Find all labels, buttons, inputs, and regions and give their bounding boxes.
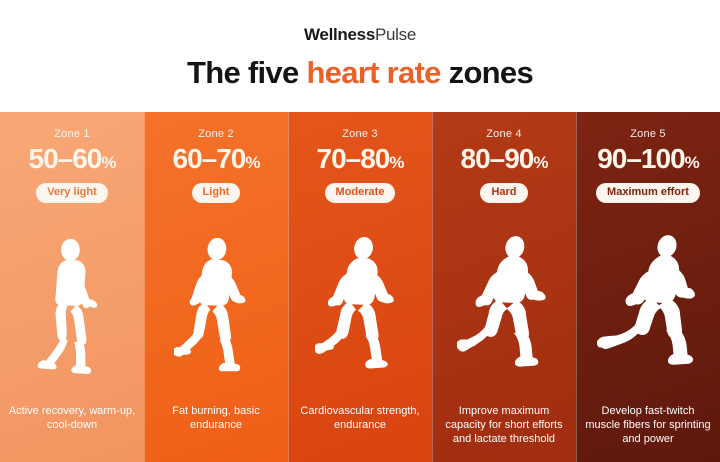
brand-name-light: Pulse (374, 25, 417, 44)
zone-description: Fat burning, basic endurance (172, 405, 260, 432)
intensity-badge: Moderate (324, 183, 396, 204)
zone-panel-3: Zone 3 70–80% Moderate (288, 112, 432, 462)
zone-panel-5: Zone 5 90–100% Maximum effort (576, 112, 720, 462)
zone-panel-4: Zone 4 80–90% Hard (432, 112, 576, 462)
zone-description: Active recovery, warm-up, cool-down (8, 405, 136, 432)
brand-name-bold: Wellness (303, 25, 375, 44)
header: WellnessPulse The five heart rate zones (0, 0, 720, 112)
title-highlight: heart rate (306, 55, 441, 90)
intensity-badge: Very light (36, 183, 108, 204)
zone-range-value: 50–60 (28, 143, 103, 174)
zone-description: Develop fast-twitch muscle fibers for sp… (585, 405, 711, 446)
zone-range: 90–100% (597, 143, 700, 175)
percent-symbol: % (101, 153, 116, 172)
percent-symbol: % (245, 153, 260, 172)
zone-label: Zone 1 (54, 128, 90, 140)
zone-label: Zone 5 (630, 128, 666, 140)
zone-label: Zone 4 (486, 128, 522, 140)
running-figure (288, 203, 432, 404)
fast-running-figure (432, 203, 576, 404)
jogging-figure (144, 203, 288, 404)
zone-range-value: 80–90 (460, 143, 535, 174)
zone-panel-1: Zone 1 50–60% Very light (0, 112, 144, 462)
zone-panel-2: Zone 2 60–70% Light (144, 112, 288, 462)
percent-symbol: % (389, 153, 404, 172)
brand-logo: WellnessPulse (304, 26, 416, 43)
zone-panels: Zone 1 50–60% Very light (0, 112, 720, 462)
percent-symbol: % (684, 153, 700, 172)
title-part-post: zones (440, 55, 534, 90)
zone-range-value: 90–100 (597, 143, 685, 174)
zone-description: Improve maximum capacity for short effor… (445, 405, 563, 446)
zone-description: Cardiovascular strength, endurance (300, 405, 420, 432)
sprinting-figure (576, 203, 720, 404)
zone-range: 80–90% (460, 143, 549, 175)
intensity-badge: Maximum effort (596, 183, 700, 204)
page-title: The five heart rate zones (186, 55, 534, 90)
title-part-pre: The five (186, 55, 307, 90)
zone-range-value: 70–80 (316, 143, 391, 174)
walking-figure (0, 203, 144, 404)
zone-range-value: 60–70 (172, 143, 247, 174)
zone-label: Zone 2 (198, 128, 234, 140)
intensity-badge: Hard (480, 183, 528, 204)
percent-symbol: % (533, 153, 548, 172)
zone-range: 60–70% (172, 143, 261, 175)
zone-range: 50–60% (28, 143, 117, 175)
zone-range: 70–80% (316, 143, 405, 175)
zone-label: Zone 3 (342, 128, 378, 140)
intensity-badge: Light (191, 183, 241, 204)
